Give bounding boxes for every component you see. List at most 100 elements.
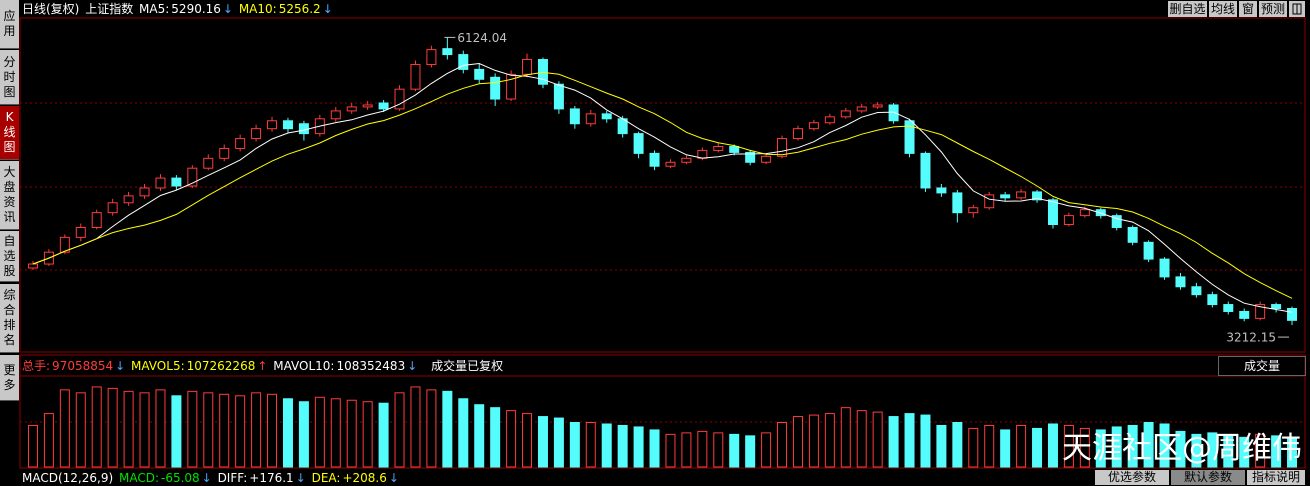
volume-bar [330,398,341,468]
candle-body [139,187,150,197]
candle-body [808,122,819,130]
candle-body [1239,310,1250,319]
volume-bar [569,422,580,468]
volume-bar [1063,424,1074,468]
volume-bar [43,413,54,468]
candle-body [155,177,166,189]
trend-arrow: ↓ [388,471,399,485]
candle-body [1255,304,1266,319]
dea-label: DEA: [311,471,341,485]
trend-arrow: ↑ [257,359,268,373]
candle-body [203,157,214,169]
candle-body [920,152,931,189]
sidebar-tab[interactable]: K线图 [0,106,19,160]
volume-bar [1143,422,1154,468]
candle-body [904,120,915,154]
volume-bar [904,413,915,468]
candle-body [235,138,246,149]
macd-label: MACD: [118,471,159,485]
candle-body [952,192,963,214]
candle-body [506,73,517,100]
sidebar-tab[interactable]: 分时图 [0,50,19,105]
candle-body [729,145,740,153]
volume-bar [1095,429,1106,468]
price-header: 日线(复权) 上证指数 MA5: 5290.16 ↓ MA10: 5256.2 ↓ [22,1,335,17]
sidebar-tab[interactable]: 综合排名 [0,284,19,353]
candle-body [426,49,437,65]
tab-label: 更多 [3,362,16,392]
candle-body [490,76,501,100]
candle-body [1271,304,1282,310]
volume-bar [1191,433,1202,468]
toolbar-button[interactable]: 均线 [1209,1,1237,17]
tab-label: 大盘资讯 [3,165,16,224]
candle-body [1016,191,1027,199]
volume-panel-border [19,354,1306,469]
candle-body [410,63,421,90]
candle-body [1111,215,1122,228]
volume-bar [522,413,533,468]
candle-body [856,106,867,112]
volume-bar [362,401,373,468]
volume-bar [91,386,102,468]
volume-bar [442,390,453,468]
volume-bar [251,392,262,468]
candle-body [27,263,38,269]
candle-body [649,152,660,167]
sidebar-tab[interactable]: 自选股 [0,231,19,282]
candle-body [1032,191,1043,201]
bottom-tab[interactable]: 默认参数 [1171,470,1245,485]
volume-bar [490,407,501,468]
sidebar-tab[interactable]: 大盘资讯 [0,161,19,230]
candle-body [745,151,756,163]
macd-value: -65.08 [160,471,200,485]
tab-label: 综合排名 [3,288,16,347]
volume-bar [155,389,166,468]
tab-label: K线图 [3,110,16,154]
bottom-tab[interactable]: 优选参数 [1095,470,1169,485]
candle-body [346,106,357,112]
candle-body [187,167,198,187]
toolbar-button[interactable]: 删自选 [1168,1,1207,17]
sidebar-tab[interactable]: 更多 [0,355,19,401]
volume-bar [968,427,979,468]
mavol10-label: MAVOL10: [273,359,335,373]
volume-bar [426,389,437,468]
tab-label: 应用 [3,9,16,38]
high-label: 6124.04 [457,31,507,45]
volume-bar [936,424,947,468]
volume-bar [506,410,517,468]
moving-average-line [32,62,1293,313]
volume-bar [171,395,182,468]
candle-body [1047,199,1058,226]
low-label: 3212.15 [1226,331,1276,345]
volume-bar [888,416,899,468]
volume-bar [1016,424,1027,468]
volume-dropdown[interactable]: 成交量 [1218,356,1306,376]
candle-body [569,108,580,125]
trend-arrow: ↓ [322,2,333,16]
candle-body [330,110,341,120]
toolbar-icon[interactable] [1289,1,1305,17]
toolbar-button[interactable]: 窗 [1239,1,1257,17]
volume-bar [458,398,469,468]
volume-bar [681,432,692,468]
candle-body [522,59,533,75]
toolbar-button[interactable]: 预测 [1259,1,1287,17]
volume-bar [649,429,660,468]
volume-bar [984,424,995,468]
volume-bar [1000,429,1011,468]
candle-body [713,145,724,151]
volume-bar [267,393,278,468]
dropdown-label: 成交量 [1243,359,1280,373]
volume-bar [75,392,86,468]
candle-body [777,138,788,157]
bottom-tab[interactable]: 指标说明 [1247,470,1305,485]
volume-bar [314,396,325,468]
trend-arrow: ↓ [115,359,126,373]
volume-bar [1175,430,1186,468]
sidebar-tab[interactable]: 应用 [0,0,19,49]
volume-bar [617,424,628,468]
volume-bar [1255,433,1266,468]
